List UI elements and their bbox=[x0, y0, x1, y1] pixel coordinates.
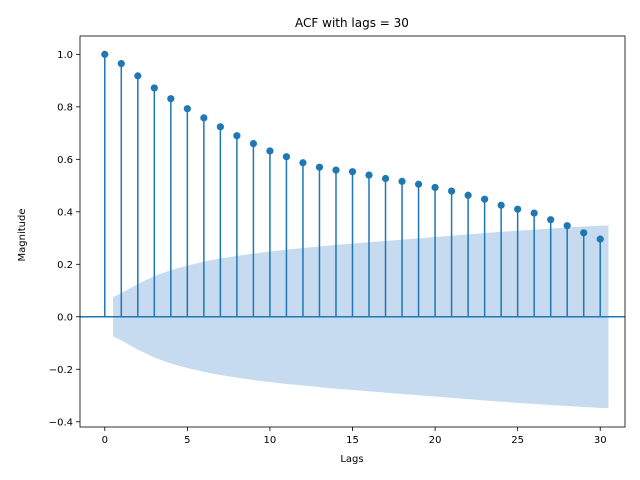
stem-marker-lag-28 bbox=[563, 222, 571, 230]
stem-marker-lag-22 bbox=[464, 191, 472, 199]
chart-title: ACF with lags = 30 bbox=[295, 16, 409, 30]
stem-marker-lag-24 bbox=[497, 201, 505, 209]
stem-marker-lag-3 bbox=[150, 84, 158, 92]
x-tick-label: 10 bbox=[264, 435, 277, 446]
stem-marker-lag-9 bbox=[249, 139, 258, 148]
x-tick-label: 0 bbox=[102, 435, 108, 446]
stem-marker-lag-15 bbox=[348, 168, 357, 176]
stem-marker-lag-30 bbox=[596, 235, 604, 243]
stem-marker-lag-2 bbox=[134, 72, 142, 80]
stem-marker-lag-27 bbox=[547, 216, 555, 224]
stem-marker-lag-13 bbox=[315, 163, 324, 171]
stem-marker-lag-10 bbox=[266, 147, 274, 155]
stem-marker-lag-29 bbox=[580, 229, 588, 237]
x-tick-label: 25 bbox=[511, 435, 524, 446]
stem-marker-lag-17 bbox=[381, 174, 390, 183]
stem-marker-lag-21 bbox=[447, 187, 456, 195]
y-tick-label: −0.4 bbox=[49, 417, 73, 428]
y-tick-label: 0.2 bbox=[57, 260, 73, 271]
stem-marker-lag-8 bbox=[233, 132, 241, 140]
y-tick-label: 0.8 bbox=[57, 102, 73, 113]
x-ticks: 0 5 10 15 20 25 30 bbox=[102, 427, 607, 446]
stem-marker-lag-14 bbox=[332, 166, 340, 174]
stem-marker-lag-1 bbox=[117, 59, 125, 68]
stems-layer bbox=[101, 50, 604, 317]
stem-marker-lag-20 bbox=[431, 183, 439, 192]
y-axis-label: Magnitude bbox=[17, 209, 28, 262]
stem-marker-lag-16 bbox=[365, 171, 373, 179]
stem-marker-lag-0 bbox=[101, 50, 109, 58]
x-tick-label: 5 bbox=[184, 435, 190, 446]
y-tick-label: 0.0 bbox=[57, 312, 73, 323]
stem-marker-lag-23 bbox=[481, 195, 489, 203]
stem-marker-lag-6 bbox=[200, 114, 208, 122]
x-tick-label: 20 bbox=[429, 435, 442, 446]
stem-marker-lag-18 bbox=[398, 177, 406, 185]
y-tick-label: 1.0 bbox=[57, 50, 73, 61]
stem-marker-lag-11 bbox=[282, 153, 291, 161]
stem-marker-lag-26 bbox=[530, 209, 538, 217]
stem-marker-lag-25 bbox=[514, 205, 522, 213]
stem-marker-lag-19 bbox=[414, 180, 423, 188]
stem-marker-lag-5 bbox=[183, 105, 191, 113]
y-tick-label: −0.2 bbox=[49, 365, 73, 376]
y-tick-label: 0.4 bbox=[57, 207, 73, 218]
y-tick-label: 0.6 bbox=[57, 155, 73, 166]
x-tick-label: 15 bbox=[346, 435, 359, 446]
stem-marker-lag-7 bbox=[216, 123, 224, 131]
x-axis-label: Lags bbox=[340, 454, 363, 465]
stem-marker-lag-12 bbox=[299, 159, 307, 167]
y-ticks: −0.4 −0.2 0.0 0.2 0.4 0.6 0.8 1.0 bbox=[49, 50, 80, 428]
x-tick-label: 30 bbox=[594, 435, 607, 446]
stem-marker-lag-4 bbox=[167, 95, 175, 103]
